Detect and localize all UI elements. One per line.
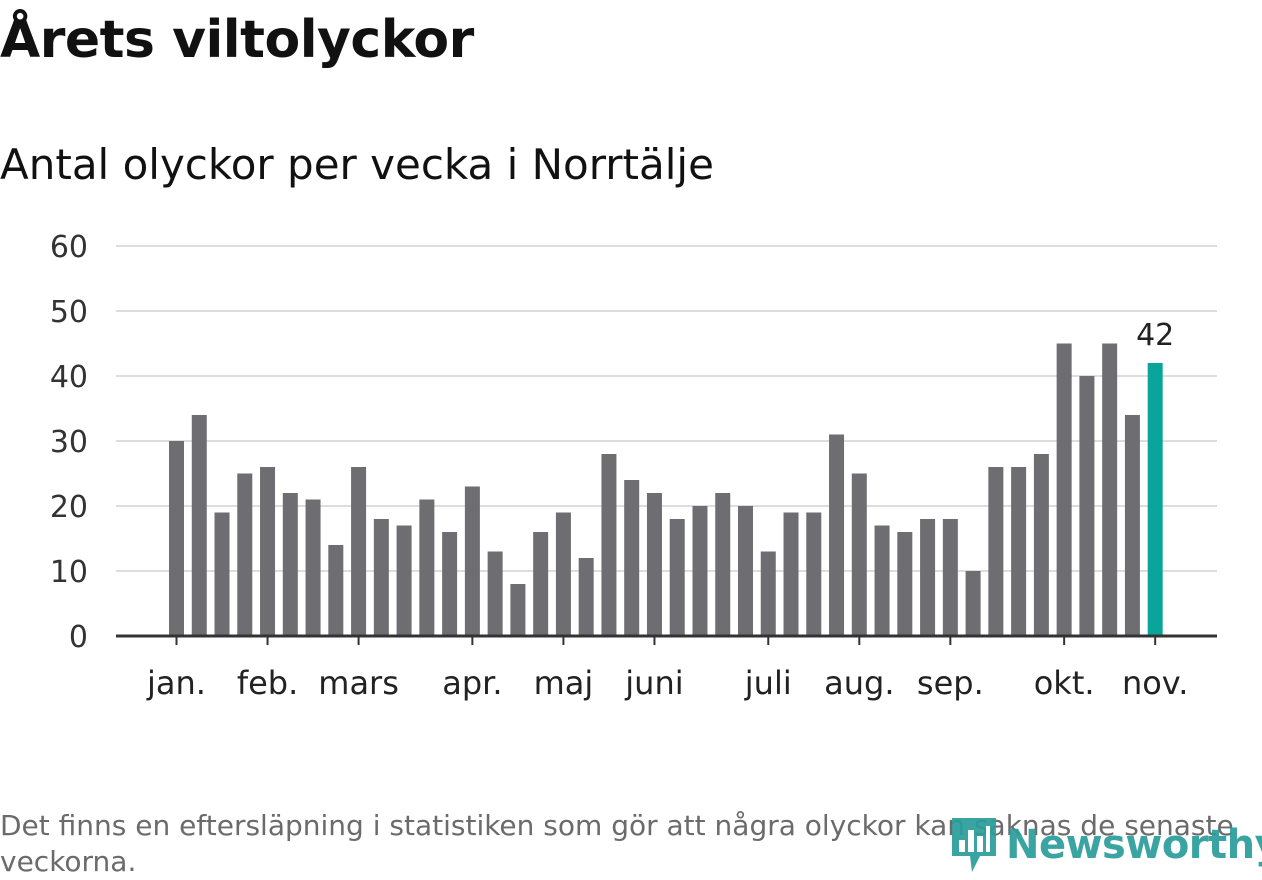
x-tick-label: okt. bbox=[1034, 664, 1095, 702]
bar bbox=[897, 532, 913, 636]
bar bbox=[351, 467, 367, 636]
y-tick-label: 40 bbox=[50, 360, 88, 395]
y-tick-label: 50 bbox=[50, 295, 88, 330]
bar bbox=[1124, 415, 1140, 636]
x-tick-label: nov. bbox=[1122, 664, 1188, 702]
footnote: Det finns en eftersläpning i statistiken… bbox=[0, 809, 1234, 878]
bar bbox=[965, 571, 981, 636]
x-tick-label: aug. bbox=[824, 664, 894, 702]
bar bbox=[305, 499, 321, 636]
data-label: 42 bbox=[1136, 318, 1174, 353]
bar bbox=[510, 584, 526, 636]
bar bbox=[442, 532, 458, 636]
bar bbox=[578, 558, 594, 636]
bar bbox=[874, 525, 890, 636]
y-tick-label: 20 bbox=[50, 490, 88, 525]
bar bbox=[1079, 376, 1095, 636]
bar bbox=[1011, 467, 1027, 636]
y-tick-label: 60 bbox=[50, 230, 88, 265]
bar bbox=[669, 519, 685, 636]
bar bbox=[829, 434, 845, 636]
bar bbox=[464, 486, 480, 636]
y-axis-ticks: 0 10 20 30 40 50 60 bbox=[50, 230, 88, 655]
brand-logo: Newsworthy bbox=[950, 814, 1262, 876]
bar bbox=[942, 519, 958, 636]
data-labels: 42 bbox=[1136, 318, 1174, 353]
bar bbox=[601, 454, 617, 636]
bar bbox=[260, 467, 276, 636]
bar bbox=[920, 519, 936, 636]
bar bbox=[988, 467, 1004, 636]
bar bbox=[1033, 454, 1049, 636]
bar bbox=[419, 499, 435, 636]
bar bbox=[237, 473, 253, 636]
bar bbox=[214, 512, 230, 636]
y-tick-label: 0 bbox=[69, 620, 88, 655]
newsworthy-icon bbox=[952, 818, 996, 872]
bar bbox=[191, 415, 207, 636]
x-tick-label: juni bbox=[624, 664, 683, 702]
bar-chart: 0 10 20 30 40 50 60 jan. feb. mars apr. maj juni jul… bbox=[50, 230, 1217, 702]
bar bbox=[373, 519, 389, 636]
bar bbox=[1056, 343, 1072, 636]
bar bbox=[692, 506, 708, 636]
x-tick-label: sep. bbox=[917, 664, 984, 702]
gridlines bbox=[116, 245, 1217, 572]
bar bbox=[806, 512, 822, 636]
x-tick-label: feb. bbox=[237, 664, 298, 702]
x-tick-label: apr. bbox=[442, 664, 502, 702]
bar bbox=[396, 525, 412, 636]
bar bbox=[487, 551, 503, 636]
bar bbox=[533, 532, 549, 636]
bar bbox=[1102, 343, 1118, 636]
bar bbox=[715, 493, 731, 636]
bar bbox=[646, 493, 662, 636]
bar bbox=[282, 493, 298, 636]
bar bbox=[783, 512, 799, 636]
y-tick-label: 30 bbox=[50, 425, 88, 460]
bar bbox=[851, 473, 867, 636]
x-tick-label: juli bbox=[744, 664, 792, 702]
chart-title: Årets viltolyckor bbox=[0, 10, 474, 70]
bar bbox=[624, 480, 640, 636]
bar bbox=[760, 551, 776, 636]
bar bbox=[555, 512, 571, 636]
chart-subtitle: Antal olyckor per vecka i Norrtälje bbox=[0, 140, 714, 189]
x-tick-label: jan. bbox=[146, 664, 206, 702]
x-tick-label: mars bbox=[318, 664, 399, 702]
bar bbox=[169, 441, 184, 636]
bar bbox=[328, 545, 344, 636]
x-tick-label: maj bbox=[534, 664, 594, 702]
brand-name: Newsworthy bbox=[1006, 822, 1262, 868]
bar bbox=[738, 506, 753, 636]
y-tick-label: 10 bbox=[50, 555, 88, 590]
x-axis-ticks: jan. feb. mars apr. maj juni juli aug. sep. okt. n… bbox=[146, 636, 1188, 702]
bar-highlight bbox=[1147, 363, 1163, 636]
bars bbox=[169, 343, 1163, 636]
